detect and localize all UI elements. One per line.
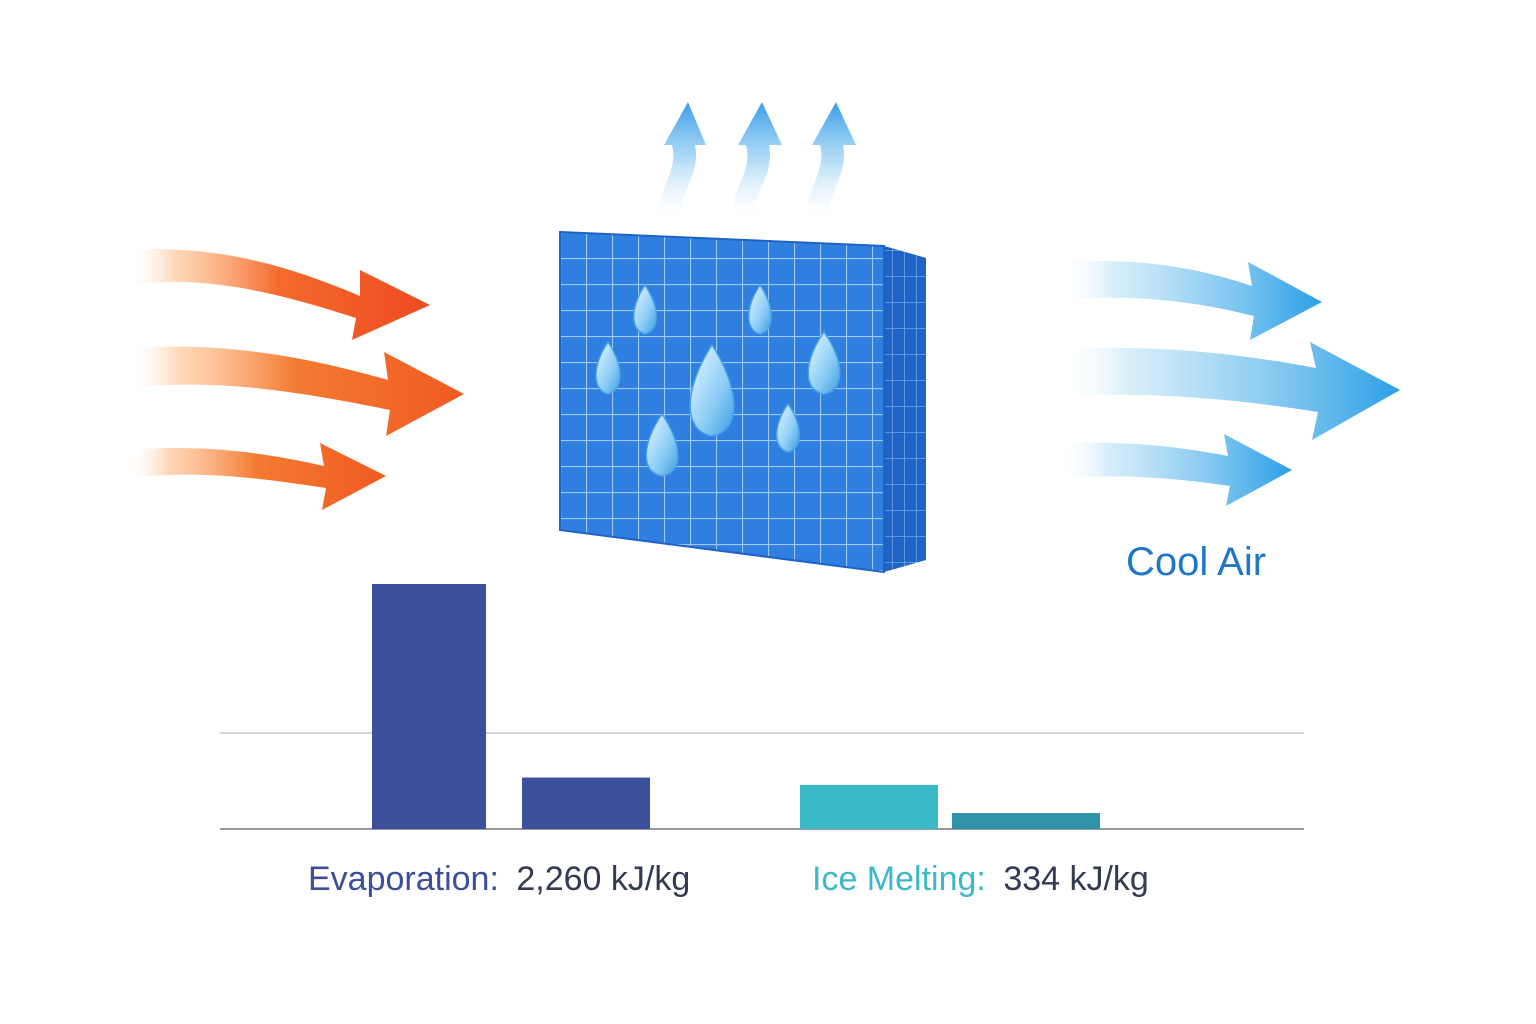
water-drop-icon: [645, 412, 679, 477]
cool-air-label: Cool Air: [1126, 540, 1266, 584]
steam-arrow-icon: [733, 102, 782, 225]
ice-melting-name: Ice Melting:: [812, 860, 986, 898]
water-drop-icon: [807, 330, 841, 395]
bar-evaporation-1: [522, 777, 650, 829]
cooling-pad: [559, 230, 926, 574]
steam-arrows: [659, 102, 856, 225]
evaporation-label: Evaporation: 2,260 kJ/kg: [308, 860, 690, 898]
steam-arrow-icon: [807, 102, 856, 225]
steam-arrow-icon: [659, 102, 706, 225]
water-drop-icon: [595, 340, 621, 395]
bar-ice-melting-3: [952, 813, 1100, 829]
warm-air-arrow-icon: [128, 346, 464, 436]
chart-bars: [372, 584, 1100, 829]
cool-air-arrow-icon: [1060, 260, 1322, 340]
bar-evaporation-0: [372, 584, 486, 829]
water-drop-icon: [689, 343, 735, 437]
cool-air-arrow-icon: [1060, 342, 1400, 440]
bar-ice-melting-2: [800, 784, 938, 829]
water-drop-icon: [633, 283, 657, 335]
water-droplets: [595, 283, 841, 477]
warm-air-arrow-icon: [128, 249, 430, 340]
latent-heat-chart: [220, 584, 1304, 830]
cooling-pad-side: [884, 246, 926, 572]
cool-air-arrows: [1060, 260, 1400, 506]
warm-air-arrow-icon: [128, 443, 386, 510]
ice-melting-value: 334 kJ/kg: [1003, 860, 1149, 898]
evaporation-name: Evaporation:: [308, 860, 499, 898]
evaporation-value: 2,260 kJ/kg: [516, 860, 690, 898]
ice-melting-label: Ice Melting: 334 kJ/kg: [812, 860, 1149, 898]
water-drop-icon: [776, 402, 800, 453]
warm-air-arrows: [128, 249, 464, 510]
cool-air-arrow-icon: [1060, 434, 1292, 506]
water-drop-icon: [748, 283, 772, 335]
